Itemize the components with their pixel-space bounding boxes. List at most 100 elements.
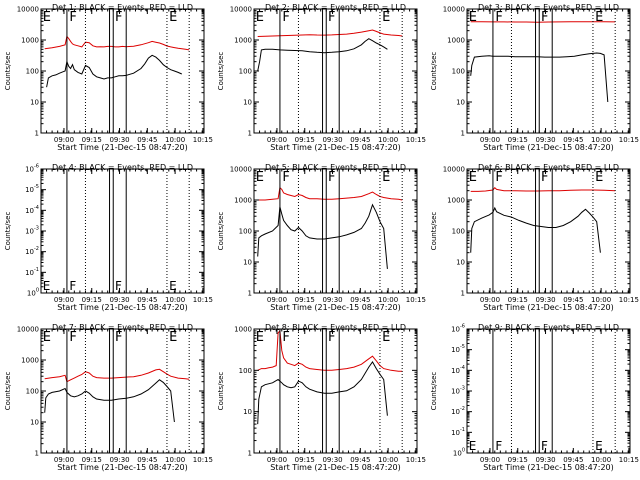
y-tick-label: 10-1: [451, 427, 465, 437]
chart-panel-4: E F F E 100 10-1 10-2 10-3 10-4 10-5 10-6 09:00 09:1…: [4, 163, 213, 312]
x-tick-label: 09:00: [480, 296, 500, 304]
x-tick-label: 09:15: [295, 296, 315, 304]
marker-label: F: [541, 439, 548, 453]
y-tick-label: 1000: [21, 37, 39, 45]
marker-label: E: [169, 330, 177, 345]
x-tick-label: 09:00: [267, 296, 287, 304]
y-tick-label: 10-4: [25, 205, 39, 215]
series-group: [44, 35, 190, 88]
marker-label: E: [169, 10, 177, 25]
y-axis-label: Counts/sec: [430, 52, 438, 91]
plot-frame: [253, 328, 418, 454]
x-tick-label: 10:15: [619, 296, 639, 304]
marker-label: E: [382, 10, 390, 25]
y-tick-label: 10-1: [25, 267, 39, 277]
x-tick-label: 09:00: [267, 456, 287, 464]
plot-frame: [253, 168, 418, 294]
y-tick-label: 10000: [17, 6, 39, 14]
y-tick-label: 10000: [230, 6, 252, 14]
series-group: [470, 21, 616, 103]
x-tick-label: 10:15: [193, 296, 213, 304]
series-line-events: [46, 54, 182, 88]
series-line-lld: [257, 29, 403, 37]
x-tick-label: 09:45: [137, 136, 157, 144]
y-tick-label: 10-6: [25, 164, 39, 174]
series-line-events: [44, 379, 175, 423]
x-tick-label: 09:30: [322, 296, 342, 304]
x-tick-label: 09:15: [295, 456, 315, 464]
y-tick-label: 10: [456, 259, 465, 267]
x-tick-label: 09:30: [535, 296, 555, 304]
y-tick-label: 10-5: [451, 344, 465, 354]
chart-title: Det 6: BLACK = Events, RED = LLD: [478, 163, 619, 172]
x-tick-label: 09:45: [563, 136, 583, 144]
y-axis-label: Counts/sec: [217, 372, 225, 411]
x-tick-label: 10:00: [165, 136, 185, 144]
y-tick-label: 100: [239, 367, 252, 375]
x-axis-label: Start Time (21-Dec-15 08:47:20): [483, 463, 614, 472]
x-tick-label: 09:15: [508, 456, 528, 464]
series-line-lld: [257, 329, 403, 372]
y-tick-label: 10: [243, 99, 252, 107]
y-tick-label: 1000: [234, 37, 252, 45]
chart-panel-7: E F F E 1 10 100 1000 10000 09:00 09:15 09:30 09:45 1…: [4, 323, 213, 472]
plot-frame: [466, 328, 631, 454]
x-tick-label: 09:15: [82, 456, 102, 464]
y-tick-label: 100: [26, 388, 39, 396]
series-line-lld: [470, 186, 616, 192]
x-tick-label: 09:15: [508, 136, 528, 144]
x-tick-label: 10:00: [591, 136, 611, 144]
chart-title: Det 2: BLACK = Events, RED = LLD: [265, 3, 406, 12]
x-tick-label: 09:30: [109, 456, 129, 464]
chart-panel-5: E F F E 1 10 100 1000 10000 09:00 09:15 09:30 09:45 1…: [217, 163, 426, 312]
x-axis-label: Start Time (21-Dec-15 08:47:20): [57, 143, 188, 152]
y-tick-label: 10-2: [451, 406, 465, 416]
x-tick-label: 10:15: [619, 456, 639, 464]
x-tick-label: 10:15: [406, 296, 426, 304]
x-tick-label: 10:15: [193, 456, 213, 464]
y-tick-label: 1: [248, 290, 252, 298]
series-line-events: [257, 203, 388, 269]
marker-label: F: [495, 10, 502, 25]
chart-panel-1: E F F E 1 10 100 1000 10000 09:00 09:15 09:30 09:45 1…: [4, 3, 213, 152]
x-axis-label: Start Time (21-Dec-15 08:47:20): [270, 303, 401, 312]
marker-label: E: [595, 439, 603, 453]
y-tick-label: 10-3: [451, 386, 465, 396]
y-tick-label: 10000: [17, 326, 39, 334]
marker-label: E: [469, 170, 477, 185]
y-tick-label: 10000: [230, 166, 252, 174]
y-tick-label: 1: [35, 450, 39, 458]
x-tick-label: 10:00: [165, 456, 185, 464]
marker-label: F: [69, 279, 76, 293]
chart-title: Det 4: BLACK = Events, RED = LLD: [52, 163, 193, 172]
marker-label: F: [115, 279, 122, 293]
x-tick-label: 10:15: [193, 136, 213, 144]
marker-label: F: [115, 10, 122, 25]
y-axis-label: Counts/sec: [217, 212, 225, 251]
marker-label: E: [469, 10, 477, 25]
plot-frame: [40, 328, 205, 454]
y-tick-label: 10: [243, 408, 252, 416]
x-tick-label: 09:45: [350, 296, 370, 304]
y-axis-label: Counts/sec: [4, 52, 12, 91]
series-group: [44, 368, 190, 423]
x-tick-label: 09:15: [508, 296, 528, 304]
chart-title: Det 3: BLACK = Events, RED = LLD: [478, 3, 619, 12]
marker-label: E: [595, 170, 603, 185]
marker-label: E: [382, 330, 390, 345]
x-axis-label: Start Time (21-Dec-15 08:47:20): [57, 303, 188, 312]
x-tick-label: 09:30: [109, 136, 129, 144]
marker-label: E: [256, 330, 264, 345]
x-tick-label: 09:00: [480, 136, 500, 144]
x-tick-label: 09:30: [535, 136, 555, 144]
x-axis-label: Start Time (21-Dec-15 08:47:20): [483, 303, 614, 312]
series-group: [470, 186, 616, 253]
marker-label: F: [328, 170, 335, 185]
y-tick-label: 10000: [443, 166, 465, 174]
x-tick-label: 10:15: [619, 136, 639, 144]
y-tick-label: 10000: [443, 6, 465, 14]
x-tick-label: 10:15: [406, 456, 426, 464]
marker-label: F: [328, 330, 335, 345]
marker-label: F: [282, 170, 289, 185]
